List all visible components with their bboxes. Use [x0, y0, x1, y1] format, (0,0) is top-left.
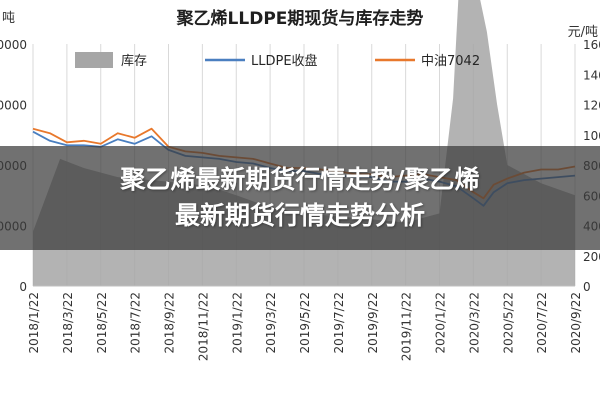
x-tick-label: 2018/3/22	[61, 292, 75, 354]
right-axis-unit: 元/吨	[568, 25, 598, 40]
x-tick-label: 2018/9/22	[163, 292, 177, 354]
legend-swatch-inventory	[75, 52, 113, 68]
x-tick-label: 2019/3/22	[264, 292, 278, 354]
headline-line-1: 聚乙烯最新期货行情走势/聚乙烯	[120, 165, 480, 194]
right-tick-label: 14000	[583, 68, 600, 82]
headline-banner: 聚乙烯最新期货行情走势/聚乙烯 最新期货行情走势分析	[0, 146, 600, 250]
x-tick-label: 2020/9/22	[569, 292, 583, 354]
legend-label: 中油7042	[421, 54, 480, 69]
x-tick-label: 2019/5/22	[298, 292, 312, 354]
x-tick-label: 2019/9/22	[366, 292, 380, 354]
right-tick-label: 0	[583, 280, 591, 294]
left-tick-label: 0	[19, 280, 27, 294]
x-tick-label: 2020/1/22	[434, 292, 448, 354]
right-tick-label: 12000	[583, 99, 600, 113]
legend-label: 库存	[121, 53, 147, 69]
x-tick-label: 2018/11/22	[196, 292, 210, 361]
x-tick-label: 2018/1/22	[27, 292, 41, 354]
x-tick-label: 2018/7/22	[129, 292, 143, 354]
x-tick-label: 2019/11/22	[400, 292, 414, 361]
chart-title: 聚乙烯LLDPE期现货与库存走势	[176, 8, 424, 29]
x-tick-label: 2019/1/22	[230, 292, 244, 354]
x-tick-label: 2020/5/22	[501, 292, 515, 354]
right-tick-label: 10000	[583, 129, 600, 143]
x-tick-label: 2019/7/22	[332, 292, 346, 354]
x-tick-label: 2020/7/22	[535, 292, 549, 354]
left-axis-unit: 吨	[2, 11, 15, 26]
legend: 库存 LLDPE收盘 中油7042	[75, 52, 480, 69]
left-tick-label: 300000	[0, 99, 27, 113]
x-tick-label: 2020/3/22	[467, 292, 481, 354]
right-tick-label: 16000	[583, 38, 600, 52]
legend-label: LLDPE收盘	[251, 53, 318, 69]
headline-line-2: 最新期货行情走势分析	[174, 201, 425, 230]
left-tick-label: 400000	[0, 38, 27, 52]
x-tick-label: 2018/5/22	[95, 292, 109, 354]
